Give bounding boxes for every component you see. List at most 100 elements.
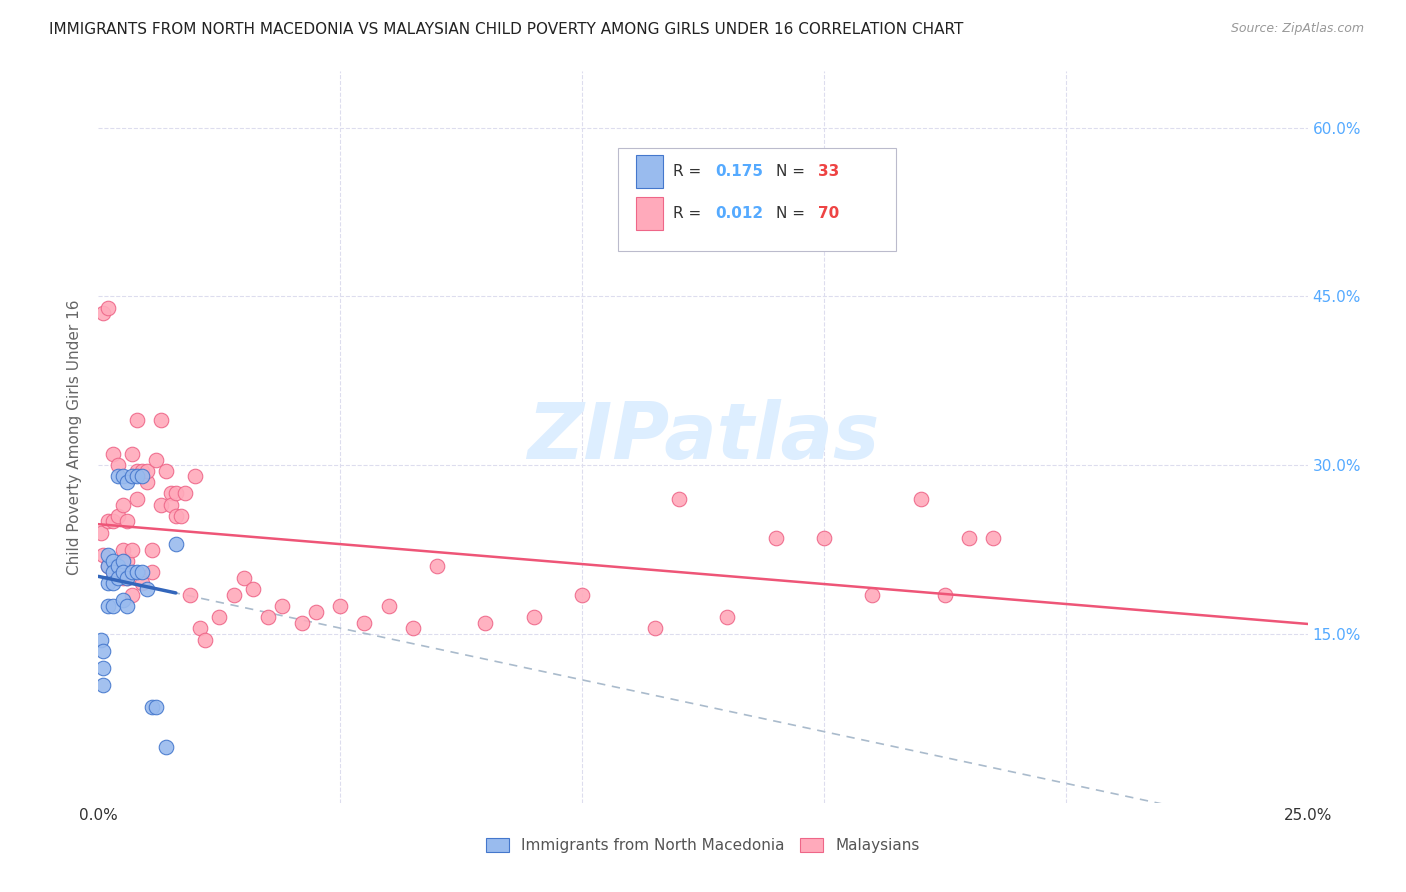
Text: N =: N = bbox=[776, 206, 810, 221]
Point bbox=[165, 537, 187, 551]
Point bbox=[117, 571, 139, 585]
Point bbox=[111, 571, 134, 585]
Point bbox=[141, 542, 163, 557]
Point bbox=[121, 469, 143, 483]
Point bbox=[91, 644, 114, 658]
Point bbox=[222, 588, 245, 602]
Point bbox=[97, 548, 120, 562]
Point bbox=[169, 508, 191, 523]
Point bbox=[765, 532, 787, 546]
Point bbox=[256, 610, 278, 624]
Text: 0.175: 0.175 bbox=[716, 164, 763, 179]
Point bbox=[150, 413, 173, 427]
Point bbox=[117, 515, 139, 529]
Point bbox=[97, 599, 120, 613]
Point bbox=[127, 565, 149, 579]
Text: N =: N = bbox=[776, 164, 810, 179]
Point bbox=[957, 532, 980, 546]
Point bbox=[426, 559, 449, 574]
Point bbox=[107, 559, 129, 574]
Point bbox=[117, 571, 139, 585]
Point bbox=[194, 632, 217, 647]
Point bbox=[981, 532, 1004, 546]
Point bbox=[242, 582, 264, 596]
Point bbox=[90, 632, 112, 647]
Point bbox=[141, 565, 163, 579]
Point bbox=[165, 508, 187, 523]
Point bbox=[121, 542, 143, 557]
Point bbox=[860, 588, 883, 602]
Point bbox=[135, 582, 157, 596]
Point bbox=[131, 464, 153, 478]
Point bbox=[97, 576, 120, 591]
Point bbox=[111, 593, 134, 607]
Point bbox=[101, 515, 124, 529]
Point bbox=[131, 469, 153, 483]
Point bbox=[91, 548, 114, 562]
Point bbox=[131, 576, 153, 591]
Point bbox=[131, 565, 153, 579]
Point bbox=[127, 413, 149, 427]
Point bbox=[290, 615, 312, 630]
Point bbox=[179, 588, 201, 602]
Point bbox=[813, 532, 835, 546]
Point bbox=[101, 599, 124, 613]
Point bbox=[141, 700, 163, 714]
Point bbox=[90, 525, 112, 540]
Point bbox=[111, 498, 134, 512]
Point bbox=[934, 588, 956, 602]
Point bbox=[107, 559, 129, 574]
Point bbox=[716, 610, 738, 624]
Point bbox=[135, 464, 157, 478]
Legend: Immigrants from North Macedonia, Malaysians: Immigrants from North Macedonia, Malaysi… bbox=[478, 830, 928, 861]
Point bbox=[135, 475, 157, 489]
Text: Source: ZipAtlas.com: Source: ZipAtlas.com bbox=[1230, 22, 1364, 36]
FancyBboxPatch shape bbox=[619, 148, 897, 251]
Point bbox=[377, 599, 399, 613]
Point bbox=[571, 588, 593, 602]
Point bbox=[111, 542, 134, 557]
Point bbox=[644, 621, 666, 635]
Point bbox=[97, 515, 120, 529]
Point bbox=[127, 464, 149, 478]
Point bbox=[91, 661, 114, 675]
FancyBboxPatch shape bbox=[637, 155, 664, 188]
Point bbox=[91, 678, 114, 692]
Point bbox=[101, 447, 124, 461]
Point bbox=[145, 452, 167, 467]
Text: IMMIGRANTS FROM NORTH MACEDONIA VS MALAYSIAN CHILD POVERTY AMONG GIRLS UNDER 16 : IMMIGRANTS FROM NORTH MACEDONIA VS MALAY… bbox=[49, 22, 963, 37]
Text: ZIPatlas: ZIPatlas bbox=[527, 399, 879, 475]
Point bbox=[155, 464, 177, 478]
Point bbox=[402, 621, 425, 635]
Point bbox=[329, 599, 352, 613]
FancyBboxPatch shape bbox=[637, 197, 664, 230]
Point bbox=[107, 571, 129, 585]
Point bbox=[101, 554, 124, 568]
Point bbox=[101, 565, 124, 579]
Point bbox=[668, 491, 690, 506]
Point bbox=[101, 565, 124, 579]
Point bbox=[107, 469, 129, 483]
Point bbox=[155, 739, 177, 754]
Point bbox=[184, 469, 207, 483]
Point bbox=[111, 554, 134, 568]
Point bbox=[188, 621, 211, 635]
Point bbox=[117, 599, 139, 613]
Point bbox=[121, 588, 143, 602]
Point bbox=[101, 576, 124, 591]
Point bbox=[97, 301, 120, 315]
Point bbox=[97, 559, 120, 574]
Point bbox=[305, 605, 328, 619]
Point bbox=[165, 486, 187, 500]
Point bbox=[121, 447, 143, 461]
Point bbox=[111, 469, 134, 483]
Text: 0.012: 0.012 bbox=[716, 206, 763, 221]
Point bbox=[127, 469, 149, 483]
Text: 33: 33 bbox=[818, 164, 839, 179]
Point bbox=[160, 498, 183, 512]
Point bbox=[145, 700, 167, 714]
Point bbox=[523, 610, 546, 624]
Point bbox=[107, 508, 129, 523]
Point bbox=[160, 486, 183, 500]
Point bbox=[910, 491, 932, 506]
